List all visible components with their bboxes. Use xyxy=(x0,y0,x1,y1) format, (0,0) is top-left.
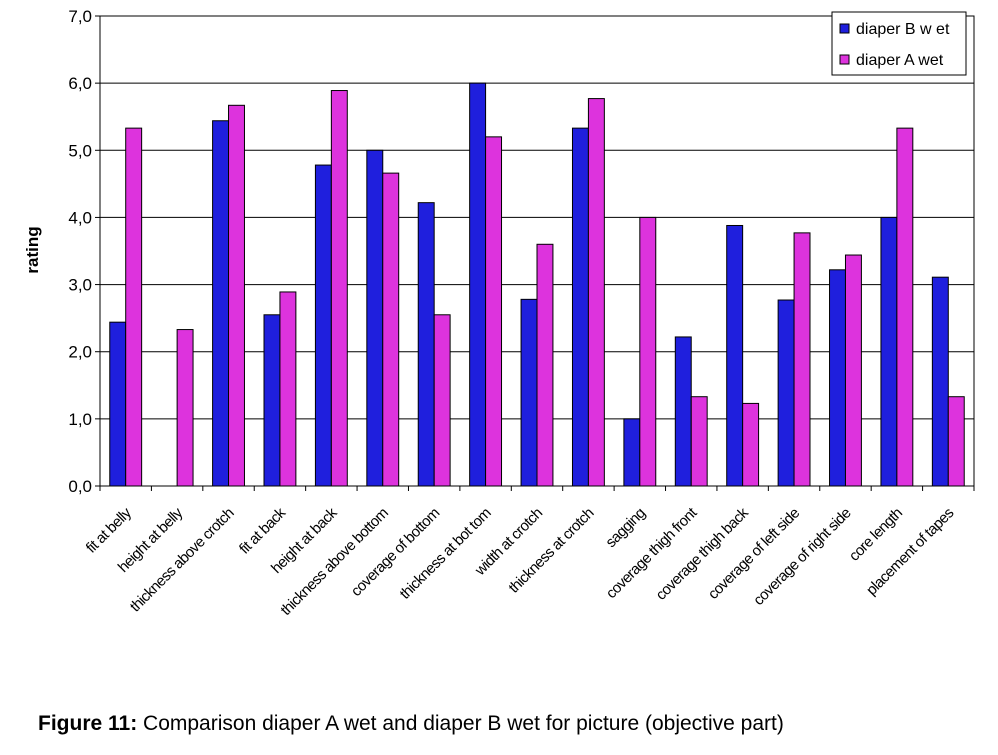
y-tick-label: 7,0 xyxy=(68,7,92,26)
bar-chart: 0,0 1,0 2,0 3,0 4,0 5,0 6,0 7,0 fit at bellyhei… xyxy=(23,7,975,619)
bar xyxy=(330,90,348,487)
legend-box xyxy=(831,11,967,76)
bar xyxy=(417,202,435,487)
bar xyxy=(228,104,245,487)
x-tick-label: thickness above crotch xyxy=(127,505,238,616)
y-tick-label: 6,0 xyxy=(68,74,92,93)
x-tick-label: fit at belly xyxy=(83,504,136,557)
bar xyxy=(382,172,400,487)
bar xyxy=(623,418,641,487)
bar xyxy=(485,136,503,487)
bar xyxy=(469,82,487,487)
legend-label: diaper B w et xyxy=(856,21,950,38)
bar xyxy=(433,314,451,487)
figure-caption: Figure 11: Comparison diaper A wet and d… xyxy=(38,712,784,736)
bar xyxy=(742,402,760,487)
y-tick-label: 2,0 xyxy=(68,343,92,362)
y-tick-label: 4,0 xyxy=(68,208,92,227)
legend: diaper B w et diaper A wet xyxy=(831,11,967,76)
y-tick-label: 5,0 xyxy=(68,141,92,160)
bar xyxy=(777,299,795,487)
x-tick-label: thickness at bot tom xyxy=(397,505,495,603)
bars xyxy=(109,82,965,487)
bar xyxy=(690,396,708,487)
x-tick-label: coverage of right side xyxy=(750,505,854,609)
x-tick-label: coverage thigh front xyxy=(603,504,701,602)
x-tick-label: fit at back xyxy=(236,504,290,558)
bar xyxy=(896,127,914,487)
bar xyxy=(314,164,332,487)
legend-label: diaper A wet xyxy=(856,52,944,69)
legend-swatch xyxy=(839,23,850,34)
figure-caption-label: Figure 11: xyxy=(38,712,138,735)
bar xyxy=(125,127,143,487)
x-tick-label: placement of tapes xyxy=(863,505,957,599)
x-tick-label: coverage of left side xyxy=(705,505,803,603)
x-tick-label: sagging xyxy=(602,505,648,551)
bar xyxy=(793,232,811,487)
bar xyxy=(726,224,744,487)
bar xyxy=(176,329,194,487)
legend-swatch xyxy=(839,54,850,65)
y-tick-label: 3,0 xyxy=(68,276,92,295)
bar xyxy=(829,269,846,487)
bar xyxy=(571,127,589,487)
bar xyxy=(587,98,605,487)
bar xyxy=(520,298,538,487)
y-axis-label: rating xyxy=(23,226,42,273)
bar xyxy=(366,149,384,487)
bar xyxy=(109,321,127,487)
y-tick-labels: 0,0 1,0 2,0 3,0 4,0 5,0 6,0 7,0 xyxy=(68,7,92,496)
bar xyxy=(947,396,965,487)
figure-caption-text: Comparison diaper A wet and diaper B wet… xyxy=(137,712,784,735)
y-tick-label: 1,0 xyxy=(68,410,92,429)
x-tick-label: coverage thigh back xyxy=(653,504,753,604)
axes xyxy=(95,15,975,491)
bar xyxy=(639,216,657,487)
bar xyxy=(279,291,297,487)
bar xyxy=(674,336,692,487)
bar xyxy=(263,314,281,487)
x-tick-label: coverage of bottom xyxy=(348,505,443,600)
bar xyxy=(844,254,862,487)
bar xyxy=(536,243,554,487)
bar xyxy=(880,216,898,487)
bar xyxy=(212,120,230,487)
bar xyxy=(931,276,949,487)
y-tick-label: 0,0 xyxy=(68,477,92,496)
